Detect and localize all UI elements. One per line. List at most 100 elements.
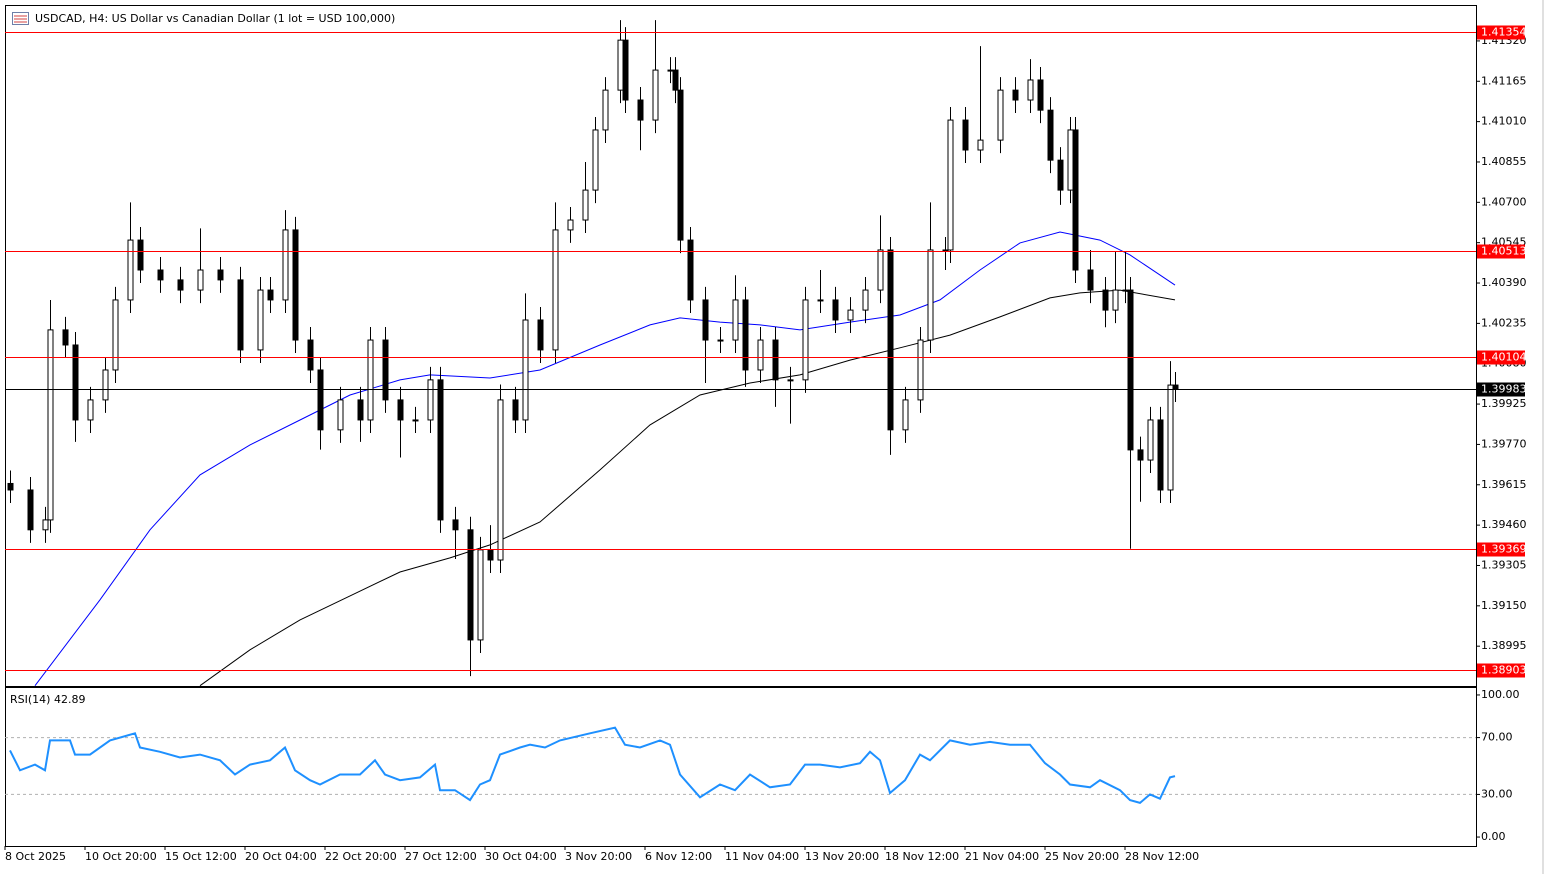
candle-body — [582, 189, 589, 221]
level-tag — [1477, 542, 1525, 557]
candle-body — [307, 339, 314, 371]
x-tick-label: 28 Nov 12:00 — [1125, 850, 1199, 863]
candle-body — [787, 379, 794, 382]
candle-body — [1087, 269, 1094, 291]
candle-body — [802, 299, 809, 381]
x-tick-label: 18 Nov 12:00 — [885, 850, 959, 863]
symbol-icon — [12, 12, 29, 25]
candle-body — [1167, 384, 1174, 491]
candle-body — [267, 289, 274, 301]
y-tick-label: 1.39305 — [1481, 558, 1527, 571]
x-tick-label: 10 Oct 20:00 — [85, 850, 157, 863]
candle-body — [497, 399, 504, 561]
candle-body — [137, 239, 144, 271]
candle-body — [217, 269, 224, 281]
candle-body — [7, 482, 14, 491]
level-tag — [1477, 244, 1525, 259]
candle-body — [637, 99, 644, 121]
candle-body — [732, 299, 739, 341]
candle-body — [382, 339, 389, 401]
candle-body — [47, 329, 54, 521]
last-price-tag — [1477, 382, 1525, 397]
candle-body — [1122, 289, 1129, 292]
candle-body — [257, 289, 264, 351]
candle-body — [977, 139, 984, 151]
candle-body — [537, 319, 544, 351]
candle-body — [757, 339, 764, 371]
y-tick-label: 1.40390 — [1481, 276, 1527, 289]
y-tick-label: 1.39615 — [1481, 478, 1527, 491]
candle-body — [437, 379, 444, 521]
level-label: 1.41354 — [1481, 26, 1527, 39]
candle-body — [452, 519, 459, 531]
candle-body — [27, 489, 34, 531]
level-tag — [1477, 350, 1525, 365]
level-label: 1.40513 — [1481, 245, 1527, 258]
candle-body — [1172, 384, 1179, 390]
candle-body — [702, 299, 709, 341]
candle-body — [1157, 419, 1164, 491]
chart-title: USDCAD, H4: US Dollar vs Canadian Dollar… — [35, 12, 395, 25]
candle-body — [717, 339, 724, 342]
candle-body — [772, 339, 779, 381]
candle-body — [282, 229, 289, 301]
candle-body — [917, 339, 924, 401]
y-tick-label: 1.41010 — [1481, 115, 1527, 128]
candle-body — [1047, 109, 1054, 161]
y-tick-label: 1.39150 — [1481, 599, 1527, 612]
level-tag — [1477, 663, 1525, 678]
x-tick-label: 20 Oct 04:00 — [245, 850, 317, 863]
axes: 1.413201.411651.410101.408551.407001.405… — [4, 25, 1527, 863]
y-tick-label: 1.39925 — [1481, 397, 1527, 410]
candle-body — [617, 39, 624, 91]
candle-body — [742, 299, 749, 371]
candle-body — [112, 299, 119, 371]
candle-body — [512, 399, 519, 421]
x-tick-label: 27 Oct 12:00 — [405, 850, 477, 863]
y-tick-label: 1.40235 — [1481, 316, 1527, 329]
price-plot — [5, 20, 1476, 686]
candle-body — [887, 249, 894, 431]
y-tick-label: 30.00 — [1481, 787, 1513, 800]
candle-body — [962, 119, 969, 151]
candle-body — [337, 399, 344, 431]
x-tick-label: 8 Oct 2025 — [5, 850, 66, 863]
candle-body — [677, 89, 684, 241]
candle-body — [652, 69, 659, 121]
level-label: 1.39369 — [1481, 543, 1527, 556]
candle-body — [1102, 289, 1109, 311]
candle-body — [1137, 449, 1144, 461]
candle-body — [567, 219, 574, 231]
y-tick-label: 1.38995 — [1481, 639, 1527, 652]
candle-body — [197, 269, 204, 291]
candle-body — [72, 344, 79, 421]
rsi-plot — [5, 726, 1476, 805]
candle-body — [1067, 129, 1074, 191]
candle-body — [292, 229, 299, 341]
x-tick-label: 6 Nov 12:00 — [645, 850, 712, 863]
rsi-line — [9, 726, 1176, 805]
candle-body — [412, 419, 419, 422]
candle-body — [397, 399, 404, 421]
candle-body — [672, 69, 679, 91]
candle-body — [902, 399, 909, 431]
level-tag — [1477, 25, 1525, 40]
candle-body — [487, 549, 494, 561]
x-tick-label: 13 Nov 20:00 — [805, 850, 879, 863]
candle-body — [602, 89, 609, 131]
candle-body — [947, 119, 954, 251]
candle-body — [847, 309, 854, 321]
candle-body — [817, 299, 824, 302]
candle-body — [1012, 89, 1019, 101]
candle-body — [552, 229, 559, 351]
x-tick-label: 22 Oct 20:00 — [325, 850, 397, 863]
candle-body — [522, 319, 529, 421]
candle-body — [42, 519, 49, 531]
candle-body — [177, 279, 184, 291]
candle-body — [1127, 289, 1134, 451]
candle-body — [832, 299, 839, 321]
candle-body — [1112, 289, 1119, 311]
